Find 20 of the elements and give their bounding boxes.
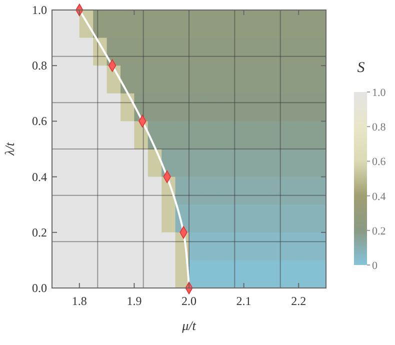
y-axis-title: λ/t (2, 142, 17, 156)
x-tick-label: 1.9 (126, 294, 142, 308)
color-bar-label: 1.0 (372, 87, 386, 99)
x-tick-label: 2.2 (291, 294, 306, 308)
y-tick-label: 0.6 (32, 114, 47, 128)
color-bar-label: 0.6 (372, 156, 386, 168)
color-bar-label: 0 (372, 260, 378, 272)
y-tick-label: 0.4 (32, 170, 47, 184)
color-bar-label: 0.2 (372, 225, 386, 238)
color-bar-label: 0.8 (372, 122, 386, 134)
x-axis-title: μ/t (181, 318, 196, 333)
x-tick-label: 1.8 (72, 294, 87, 308)
color-bar-label: 0.4 (372, 190, 386, 203)
y-tick-label: 1.0 (32, 3, 47, 17)
x-tick-label: 2.1 (236, 294, 252, 308)
y-tick-label: 0.8 (32, 58, 47, 73)
y-tick-label: 0.2 (32, 225, 47, 240)
x-tick-label: 2.0 (182, 294, 196, 308)
color-bar-title: S (357, 60, 366, 76)
y-tick-label: 0.0 (32, 281, 47, 295)
